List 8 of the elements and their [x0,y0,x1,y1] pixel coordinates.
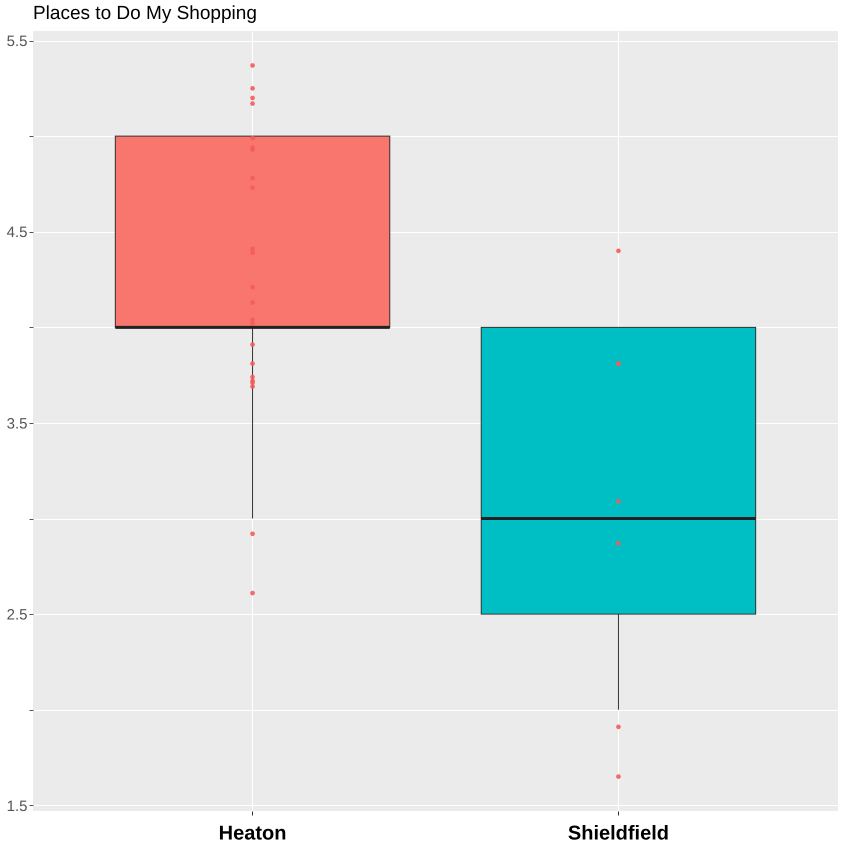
y-tick-label: 3.5 [6,415,28,432]
x-tick-label: Heaton [218,822,286,844]
y-tick-label: 5.5 [6,33,28,50]
y-tick-label: 2.5 [6,606,28,624]
y-tick-label: 4.5 [6,224,28,242]
y-tick-label: 1.5 [6,798,28,815]
chart-title: Places to Do My Shopping [33,3,257,24]
x-tick-label: Shieldfield [568,822,670,844]
